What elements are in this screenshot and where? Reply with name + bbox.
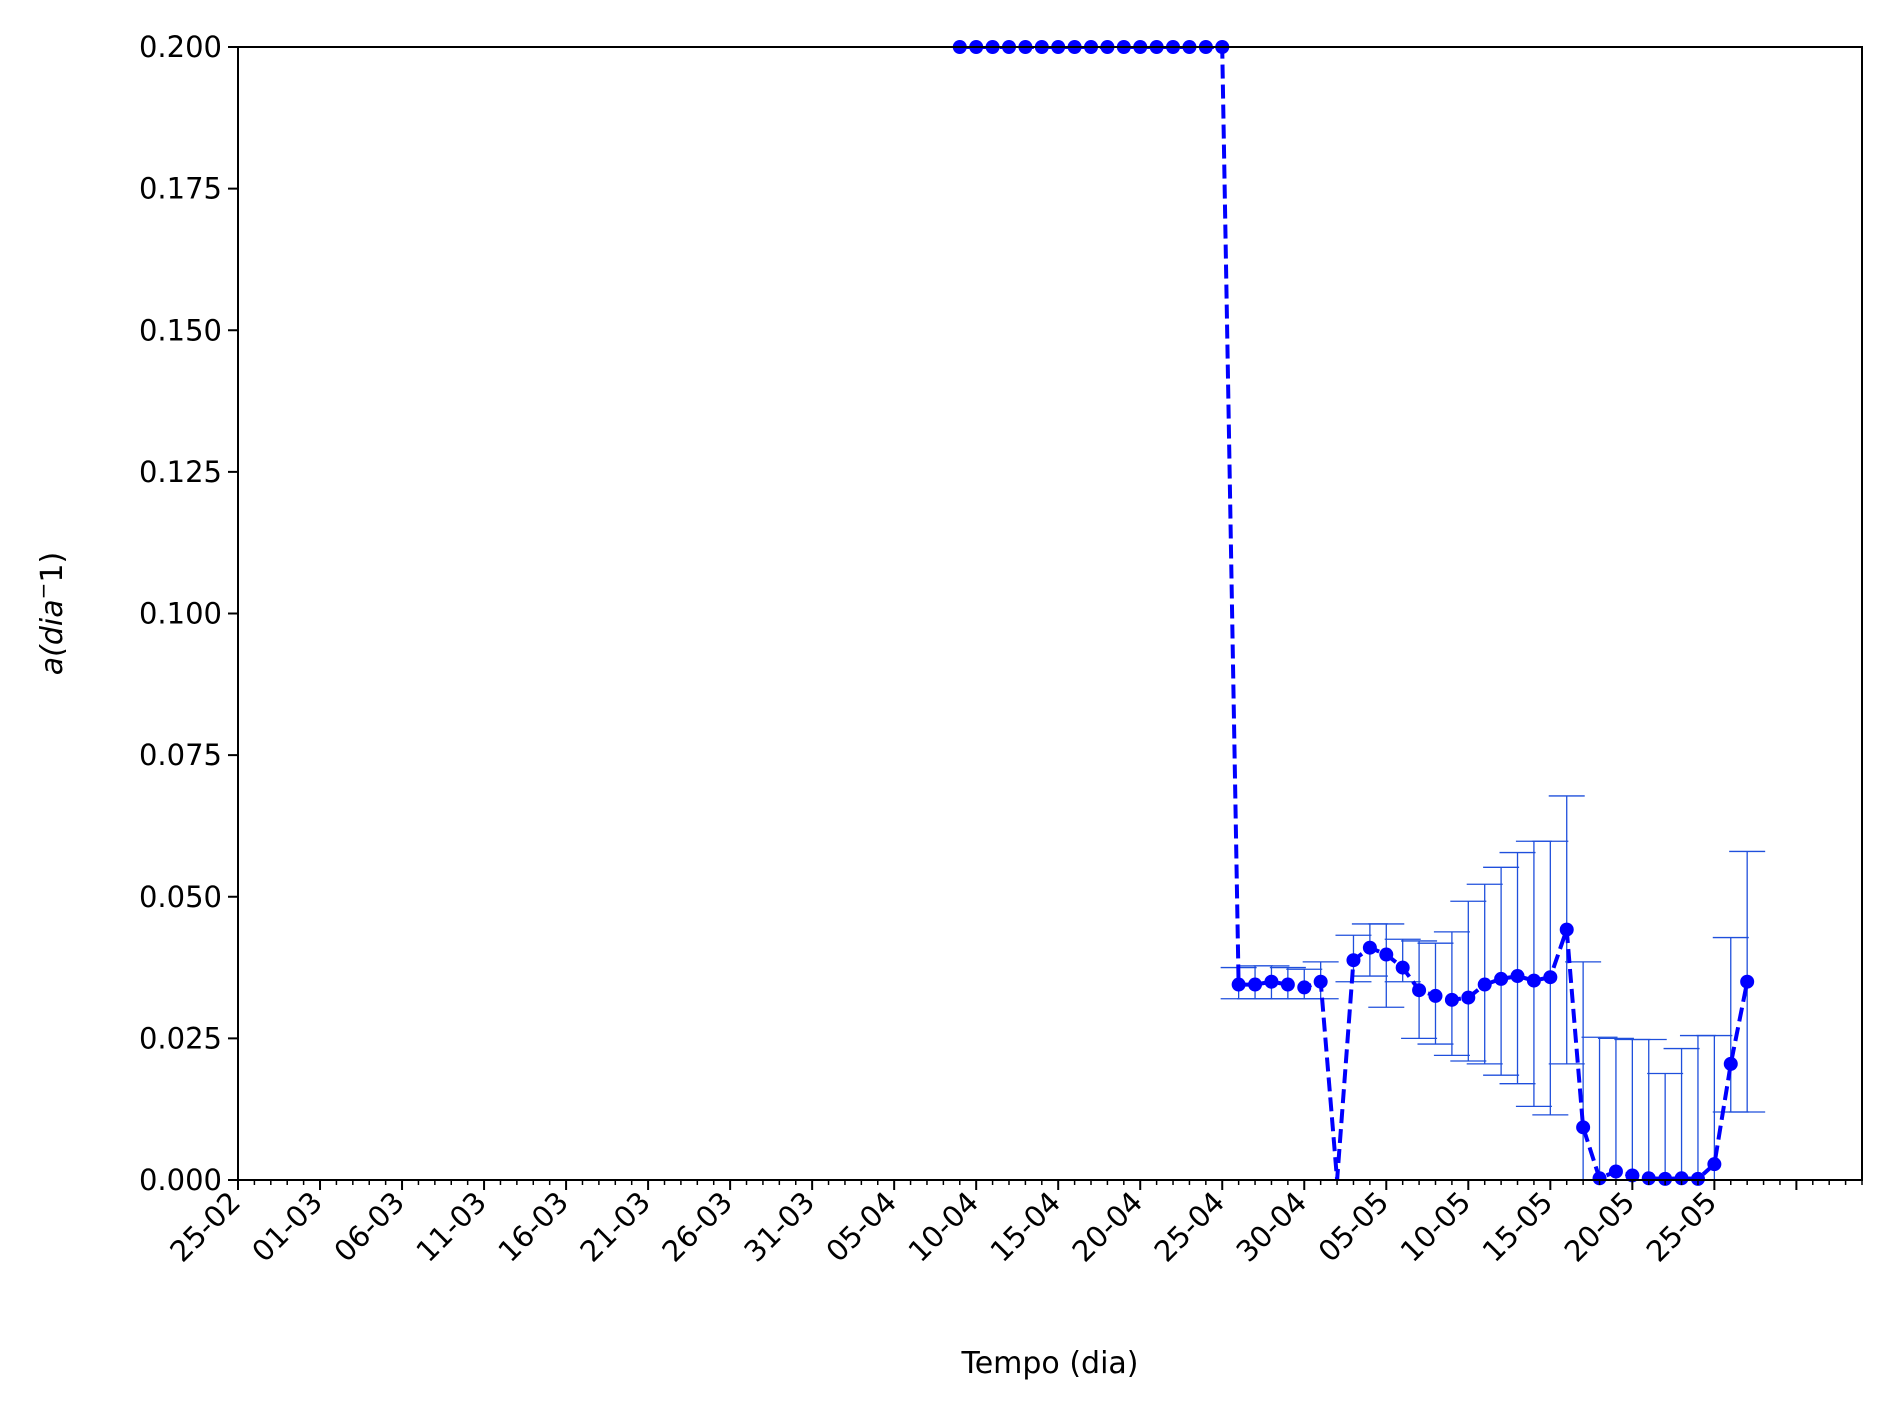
y-axis-ticks: 0.000 0.025 0.050 0.075 0.100 0.125 0.150 0.175…: [139, 30, 238, 1197]
data-point: [1641, 1171, 1656, 1186]
data-point: [1658, 1171, 1673, 1186]
data-point: [1625, 1168, 1640, 1183]
data-point: [1395, 960, 1410, 975]
point-layer: [952, 40, 1755, 1186]
y-axis-label-main: a(dia: [35, 599, 70, 675]
y-axis-label-tail: 1): [35, 552, 70, 583]
data-point: [1346, 953, 1361, 968]
data-point: [1559, 922, 1574, 937]
data-point: [1362, 940, 1377, 955]
data-point: [1592, 1171, 1607, 1186]
data-point: [1379, 947, 1394, 962]
data-point: [1723, 1056, 1738, 1071]
data-point: [1313, 974, 1328, 989]
data-point: [1543, 970, 1558, 985]
y-tick-label: 0.125: [139, 455, 222, 489]
data-point: [1444, 992, 1459, 1007]
data-point: [1740, 974, 1755, 989]
y-tick-label: 0.175: [139, 172, 222, 206]
data-point: [1494, 971, 1509, 986]
data-point: [1280, 977, 1295, 992]
y-tick-label: 0.150: [139, 313, 222, 347]
data-point: [1690, 1171, 1705, 1186]
y-tick-label: 0.075: [139, 738, 222, 772]
y-tick-label: 0.100: [139, 597, 222, 631]
data-point: [1297, 980, 1312, 995]
data-point: [1428, 988, 1443, 1003]
data-point: [1461, 990, 1476, 1005]
y-tick-label: 0.050: [139, 880, 222, 914]
data-point: [1248, 977, 1263, 992]
data-point: [1707, 1157, 1722, 1172]
data-point: [1608, 1164, 1623, 1179]
data-point: [1477, 977, 1492, 992]
y-axis-label: a(dia−1): [31, 552, 70, 675]
y-tick-label: 0.000: [139, 1163, 222, 1197]
y-axis-label-sup: −: [31, 583, 55, 600]
data-point: [1231, 977, 1246, 992]
data-point: [1264, 974, 1279, 989]
data-point: [1412, 983, 1427, 998]
data-point: [1526, 973, 1541, 988]
y-tick-label: 0.025: [139, 1021, 222, 1055]
x-axis-label: Tempo (dia): [960, 1346, 1138, 1381]
data-point: [1510, 969, 1525, 984]
y-tick-label: 0.200: [139, 30, 222, 64]
data-point: [1674, 1171, 1689, 1186]
data-point: [1576, 1120, 1591, 1135]
